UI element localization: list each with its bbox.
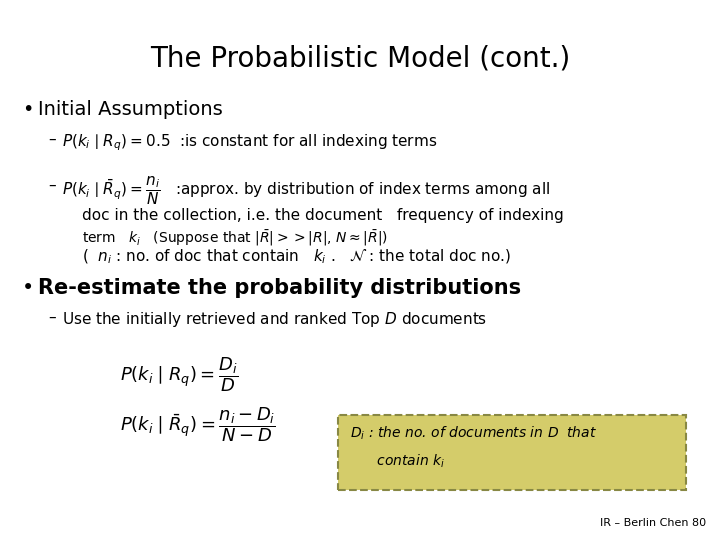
FancyBboxPatch shape xyxy=(338,415,686,490)
Text: $D_i$ : the no. of documents in $D$  that: $D_i$ : the no. of documents in $D$ that xyxy=(350,425,597,442)
Text: Initial Assumptions: Initial Assumptions xyxy=(38,100,222,119)
Text: –: – xyxy=(48,132,55,147)
Text: •: • xyxy=(22,278,35,298)
Text: IR – Berlin Chen 80: IR – Berlin Chen 80 xyxy=(600,518,706,528)
Text: $P(k_i \mid R_q) = 0.5$  :is constant for all indexing terms: $P(k_i \mid R_q) = 0.5$ :is constant for… xyxy=(62,132,437,153)
Text: doc in the collection, i.e. the document   frequency of indexing: doc in the collection, i.e. the document… xyxy=(82,208,564,223)
Text: •: • xyxy=(22,100,33,119)
Text: $P(k_i \mid R_q) = \dfrac{D_i}{D}$: $P(k_i \mid R_q) = \dfrac{D_i}{D}$ xyxy=(120,355,238,394)
Text: term   $k_i$   (Suppose that $|\bar{R}|>>|R|$, $N \approx |\bar{R}|$): term $k_i$ (Suppose that $|\bar{R}|>>|R|… xyxy=(82,228,388,248)
Text: Re-estimate the probability distributions: Re-estimate the probability distribution… xyxy=(38,278,521,298)
Text: –: – xyxy=(48,310,55,325)
Text: The Probabilistic Model (cont.): The Probabilistic Model (cont.) xyxy=(150,45,570,73)
Text: –: – xyxy=(48,178,55,193)
Text: $P(k_i \mid \bar{R}_q) = \dfrac{n_i}{N}$   :approx. by distribution of index ter: $P(k_i \mid \bar{R}_q) = \dfrac{n_i}{N}$… xyxy=(62,175,550,207)
Text: Use the initially retrieved and ranked Top $D$ documents: Use the initially retrieved and ranked T… xyxy=(62,310,487,329)
Text: (  $n_i$ : no. of doc that contain   $k_i$ .   $\mathcal{N}$ : the total doc no.: ( $n_i$ : no. of doc that contain $k_i$ … xyxy=(82,248,511,266)
Text: $P(k_i \mid \bar{R}_q) = \dfrac{n_i - D_i}{N - D}$: $P(k_i \mid \bar{R}_q) = \dfrac{n_i - D_… xyxy=(120,405,276,444)
Text: contain $k_i$: contain $k_i$ xyxy=(350,453,445,470)
